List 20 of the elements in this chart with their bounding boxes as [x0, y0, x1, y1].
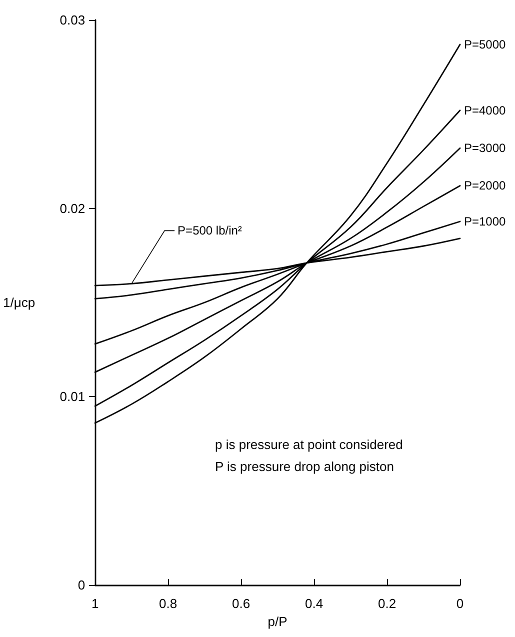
y-tick-label: 0.01	[60, 389, 86, 404]
x-tick-label: 0.6	[232, 596, 250, 611]
x-tick-label: 0.2	[378, 596, 396, 611]
y-tick-label: 0	[78, 578, 86, 592]
series-label: P=4000	[464, 103, 506, 118]
y-tick-label: 0.03	[60, 12, 86, 28]
x-tick-label: 1	[91, 596, 99, 611]
series-label: P=5000	[464, 37, 506, 52]
x-axis-title: p/P	[268, 614, 288, 629]
annotation: P is pressure drop along piston	[215, 459, 394, 474]
text: P=500 lb/in²	[178, 224, 242, 238]
series-label: P=3000	[464, 141, 506, 156]
x-tick-label: 0.8	[159, 596, 178, 611]
x-tick-label: 0.4	[304, 596, 324, 611]
y-axis-title: 1/μcp	[3, 295, 36, 310]
series-label: P=2000	[464, 178, 506, 193]
y-tick-label: 0.02	[60, 200, 86, 216]
annotation: p is pressure at point considered	[215, 437, 403, 452]
series-label: P=1000	[464, 214, 506, 229]
x-tick-label: 0	[456, 596, 464, 611]
